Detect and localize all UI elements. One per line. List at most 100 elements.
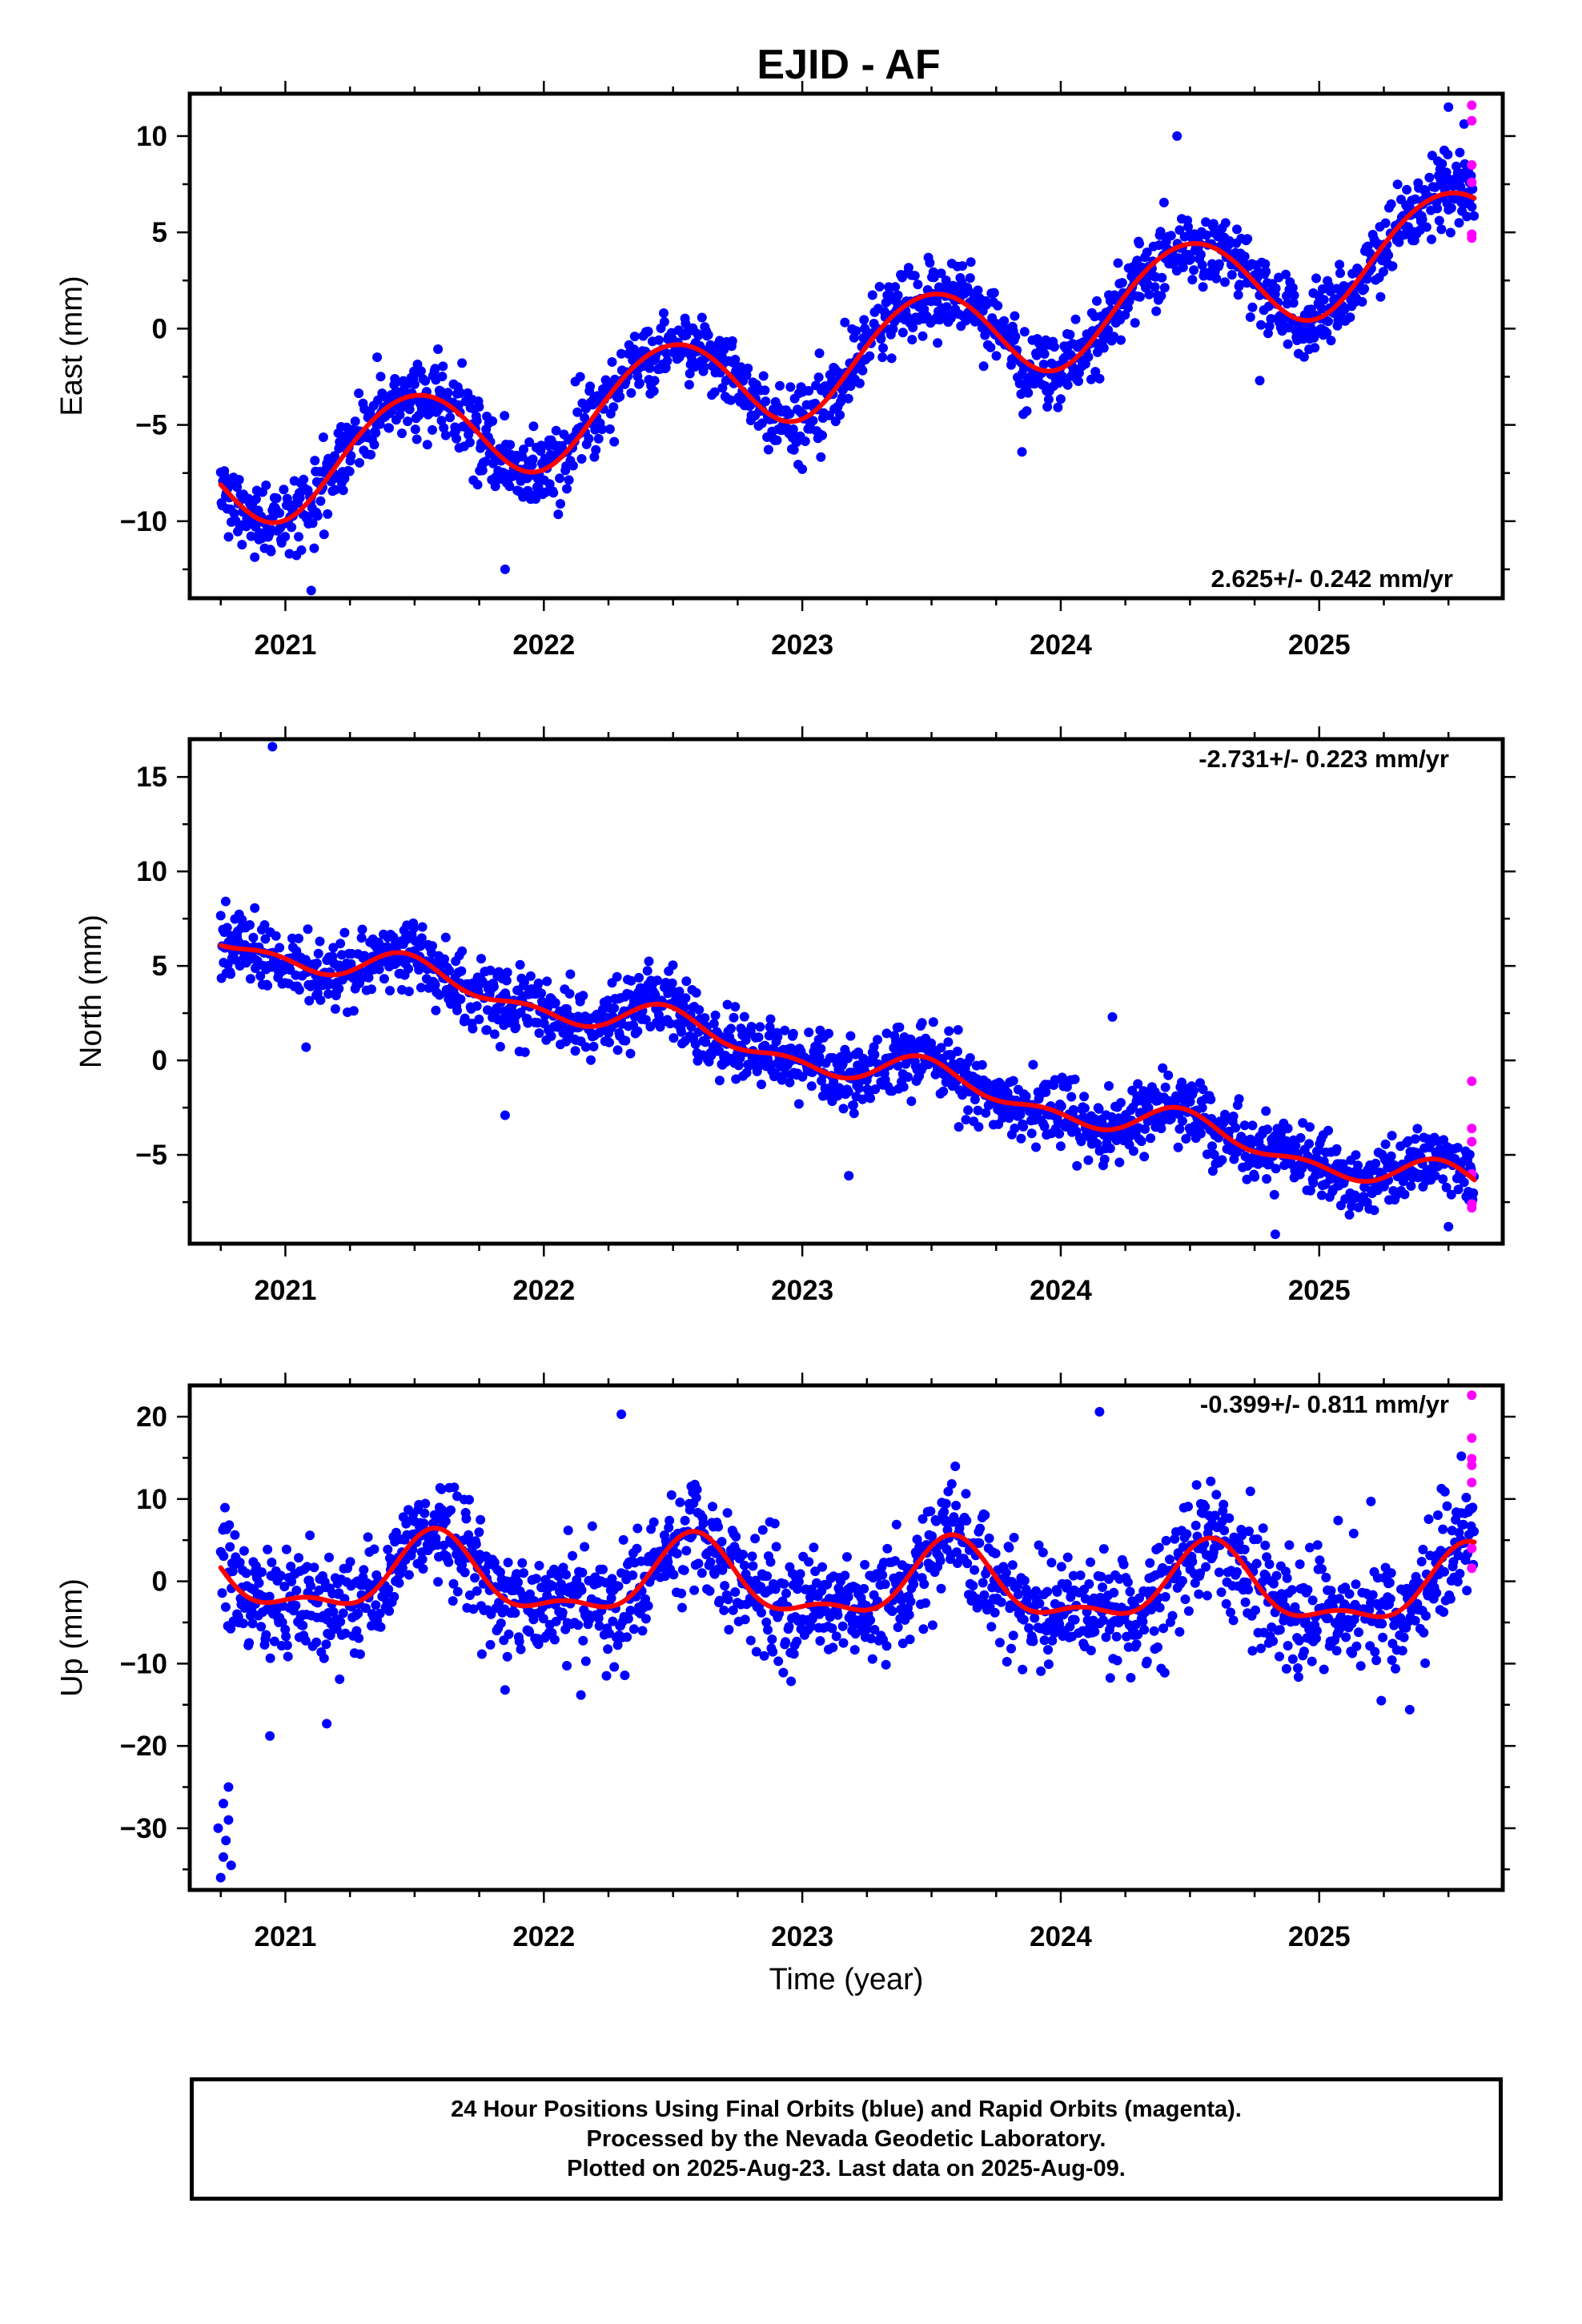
north-final-point [625, 1048, 636, 1059]
up-final-point [681, 1546, 692, 1556]
east-final-point [445, 412, 456, 423]
east-final-point [593, 433, 604, 444]
up-final-point [576, 1690, 586, 1700]
east-final-point [1362, 274, 1372, 284]
up-final-point [577, 1567, 588, 1578]
up-final-point [1056, 1562, 1066, 1572]
north-final-point [1250, 1172, 1260, 1182]
east-rapid-point [1467, 115, 1477, 126]
north-final-point [612, 971, 622, 982]
up-final-point [324, 1552, 334, 1562]
east-final-point [966, 257, 976, 267]
east-final-point [761, 396, 771, 407]
up-final-point [321, 1639, 331, 1650]
up-final-point [1200, 1502, 1211, 1512]
up-final-point [622, 1632, 632, 1642]
up-final-point [677, 1602, 687, 1613]
north-final-point [303, 924, 313, 935]
east-final-point [250, 552, 260, 562]
up-final-point [1239, 1544, 1250, 1554]
east-final-point [319, 529, 329, 540]
up-final-point [628, 1570, 638, 1580]
up-final-point [311, 1637, 322, 1647]
east-final-point [397, 428, 407, 439]
up-final-point [865, 1615, 876, 1626]
up-final-point [1086, 1646, 1096, 1655]
up-final-point [859, 1583, 869, 1594]
up-final-point [444, 1557, 454, 1567]
east-final-point [885, 290, 895, 300]
east-frame [187, 91, 1505, 601]
north-final-point [323, 989, 334, 999]
up-final-point [677, 1588, 687, 1598]
up-final-point [471, 1539, 481, 1550]
east-final-point [1445, 227, 1456, 238]
up-final-point [291, 1586, 302, 1595]
north-final-point [536, 988, 547, 999]
north-final-point [1083, 1155, 1094, 1165]
east-final-point [1323, 316, 1333, 327]
up-final-point [220, 1602, 231, 1612]
up-final-point [601, 1671, 612, 1681]
up-final-point [1221, 1598, 1231, 1609]
east-final-point [338, 485, 348, 496]
east-final-point [854, 378, 865, 388]
north-final-point [938, 1086, 949, 1096]
east-final-point [354, 388, 364, 399]
north-final-point [1263, 1124, 1272, 1135]
north-final-point [681, 976, 692, 987]
up-final-point [1224, 1513, 1235, 1523]
east-final-point [1144, 289, 1154, 300]
north-final-point [523, 1018, 533, 1028]
north-final-point [385, 986, 395, 995]
up-final-point [1244, 1526, 1254, 1537]
east-final-point [659, 308, 669, 318]
north-final-point [336, 950, 347, 960]
east-final-point [1195, 249, 1206, 259]
up-final-point [968, 1581, 978, 1591]
north-final-point [430, 979, 440, 990]
up-final-point [563, 1526, 573, 1535]
east-final-point [1421, 222, 1431, 232]
east-final-point [339, 473, 350, 484]
north-final-point [1116, 1098, 1126, 1108]
east-final-point [1311, 273, 1321, 283]
east-final-point [1120, 310, 1130, 320]
north-y-tick-label: −5 [135, 1140, 167, 1171]
east-final-point [1430, 182, 1440, 192]
east-final-point [472, 416, 482, 426]
up-final-point [1258, 1523, 1268, 1534]
east-final-point [585, 381, 596, 392]
east-y-tick-label: 0 [152, 313, 167, 344]
north-final-point [404, 987, 414, 996]
east-final-point [366, 449, 376, 460]
north-final-point [294, 985, 304, 995]
north-x-tick-label: 2025 [1288, 1275, 1351, 1306]
up-final-point [1228, 1615, 1239, 1626]
east-final-point [287, 522, 297, 533]
north-final-point [1114, 1157, 1125, 1168]
up-final-point [1247, 1646, 1258, 1656]
east-final-point [237, 540, 247, 550]
up-final-point [1299, 1647, 1309, 1657]
up-final-point [689, 1585, 700, 1595]
up-final-point [562, 1661, 572, 1671]
up-final-point [298, 1620, 308, 1630]
east-final-point [232, 482, 243, 493]
east-final-point [1288, 298, 1299, 308]
east-final-point [817, 430, 827, 440]
up-final-point [1075, 1570, 1086, 1581]
up-final-point [1043, 1659, 1054, 1670]
east-final-point [1469, 211, 1480, 221]
east-final-point [643, 326, 653, 336]
east-final-point [1065, 329, 1075, 340]
north-final-point [1464, 1149, 1475, 1160]
north-final-point [1305, 1122, 1315, 1132]
up-final-point [1307, 1656, 1317, 1667]
north-final-point [1173, 1142, 1183, 1152]
north-final-point [1468, 1188, 1479, 1198]
up-final-point [1275, 1625, 1285, 1635]
north-final-point [1443, 1221, 1454, 1232]
east-final-point [1214, 259, 1224, 269]
